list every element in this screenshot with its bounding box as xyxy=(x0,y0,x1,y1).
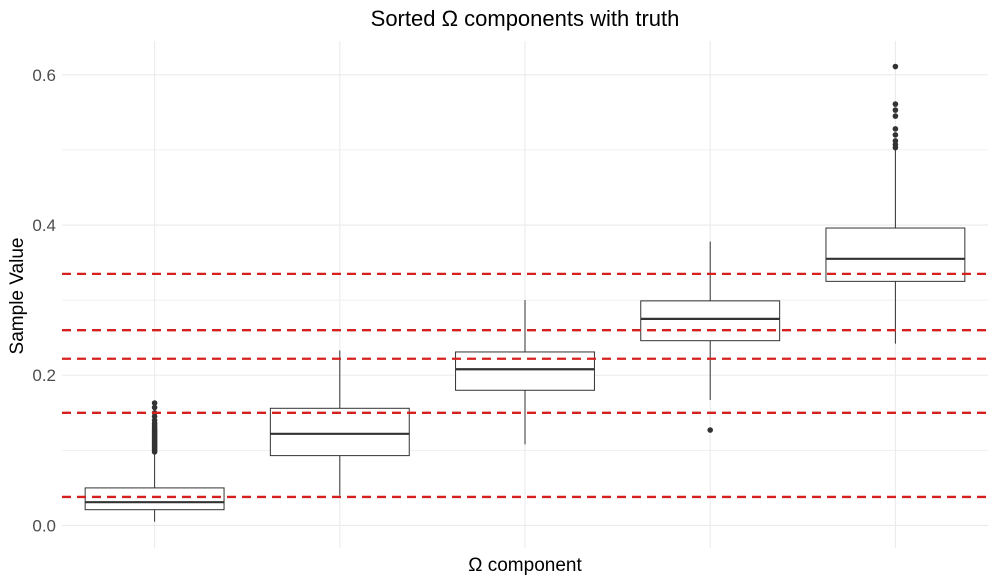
y-tick-label: 0.2 xyxy=(32,366,56,385)
outlier-point xyxy=(707,427,713,433)
outlier-point xyxy=(892,132,899,138)
outlier-point xyxy=(151,400,158,406)
box-4 xyxy=(640,241,781,433)
x-axis-title: Ω component xyxy=(468,555,582,576)
outlier-point xyxy=(892,107,899,113)
box-iqr xyxy=(269,407,410,457)
y-tick-labels: 0.0 0.2 0.4 0.6 xyxy=(32,66,56,536)
chart-title: Sorted Ω components with truth xyxy=(371,6,680,31)
y-tick-label: 0.4 xyxy=(32,216,56,235)
y-axis-title: Sample Value xyxy=(7,238,28,355)
box-iqr xyxy=(825,227,966,282)
box-1 xyxy=(84,400,225,522)
box-iqr xyxy=(640,300,781,342)
outlier-point xyxy=(892,138,899,144)
truth-lines xyxy=(62,272,988,499)
outlier-point xyxy=(892,126,899,132)
outlier-point xyxy=(151,404,158,411)
grid-lines xyxy=(62,41,988,548)
outlier-point xyxy=(892,63,899,70)
boxes xyxy=(84,63,966,522)
box-2 xyxy=(269,350,410,496)
box-iqr xyxy=(455,351,595,391)
box-3 xyxy=(455,300,595,445)
outlier-point xyxy=(892,113,899,119)
y-tick-label: 0.0 xyxy=(32,516,56,535)
box-iqr xyxy=(84,487,225,511)
box-5 xyxy=(825,63,966,344)
y-tick-label: 0.6 xyxy=(32,66,56,85)
outlier-point xyxy=(892,101,899,107)
